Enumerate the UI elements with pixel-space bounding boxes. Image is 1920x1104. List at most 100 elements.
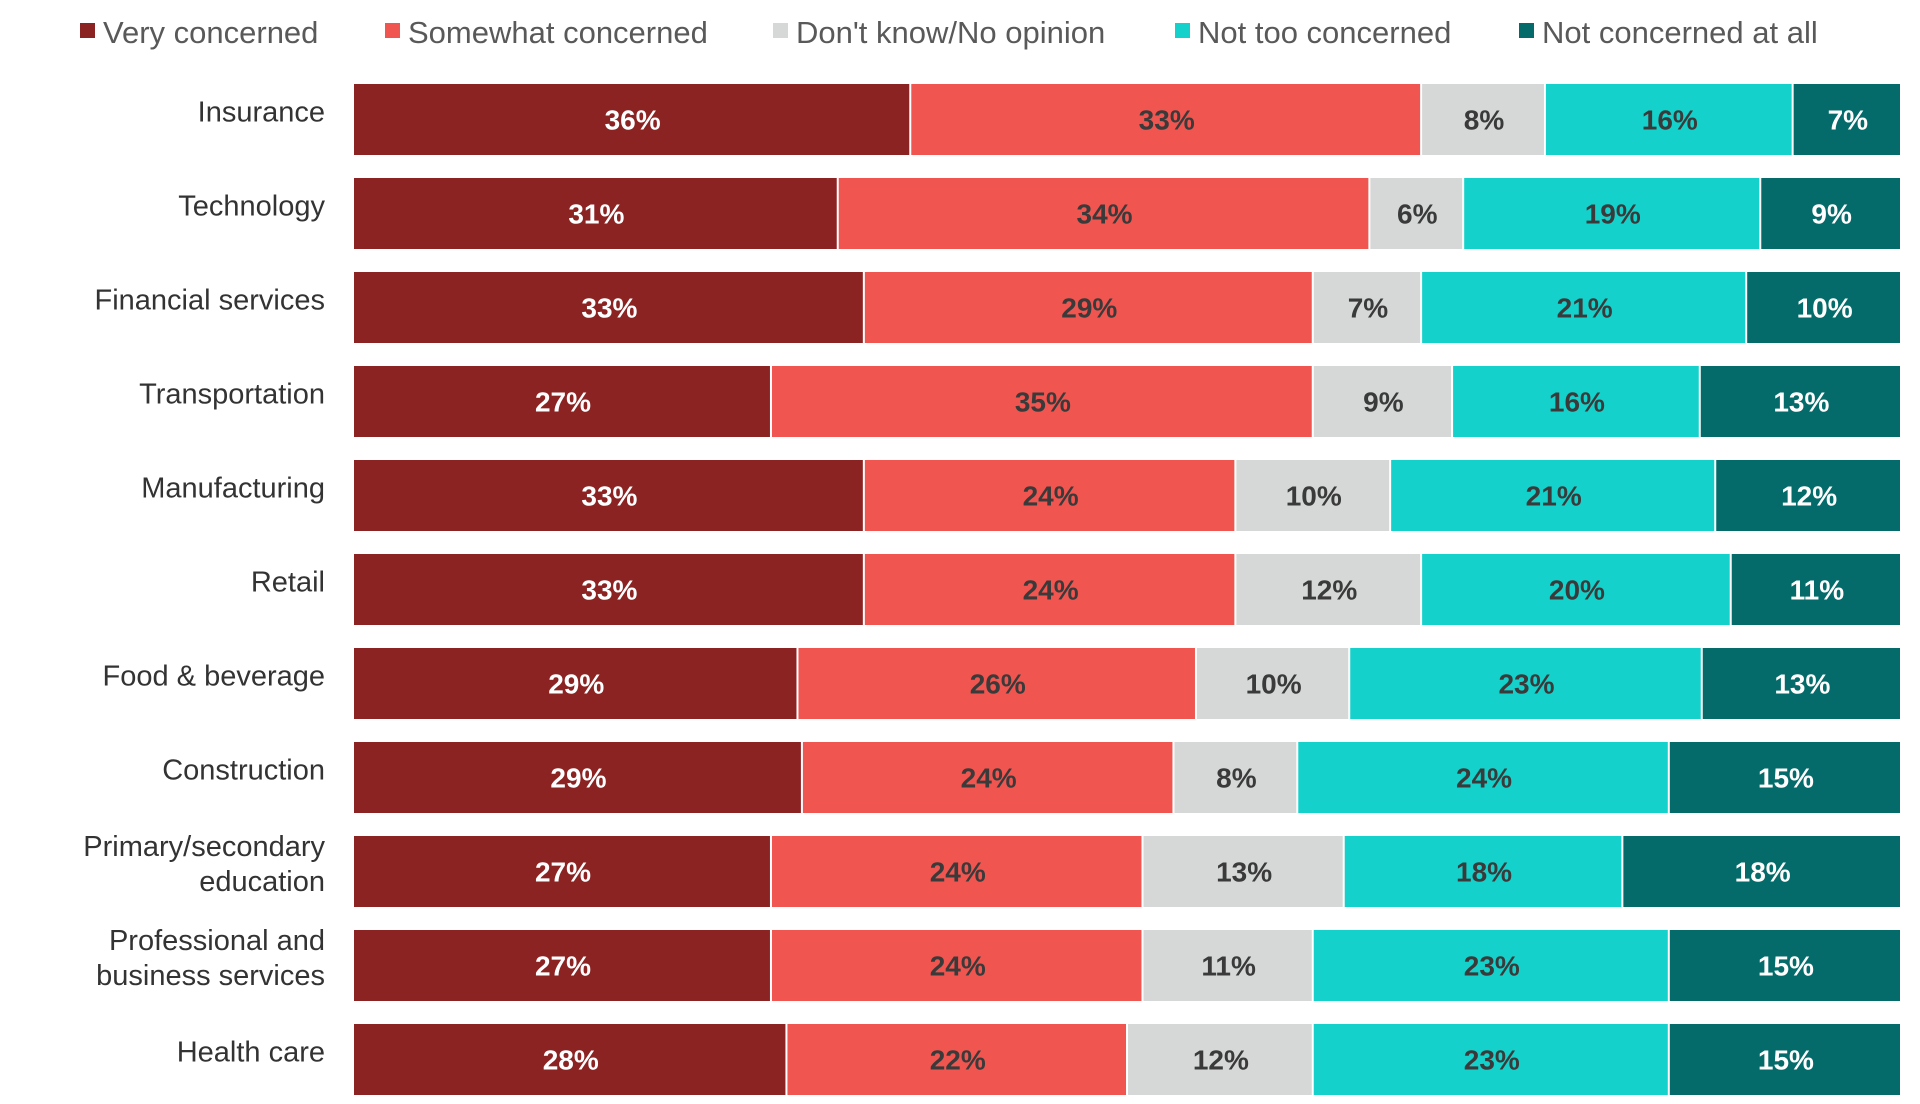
data-label-10-0: 28% xyxy=(543,1045,599,1076)
category-label-6: Food & beverage xyxy=(103,661,325,693)
bar-segment-1-1 xyxy=(838,178,1369,249)
bar-segment-5-4 xyxy=(1731,554,1900,625)
bar-segment-7-1 xyxy=(802,742,1173,813)
legend-label-0: Very concerned xyxy=(103,15,318,50)
bar-segment-9-4 xyxy=(1669,930,1900,1001)
data-label-2-2: 7% xyxy=(1348,293,1389,324)
category-label-0: Insurance xyxy=(198,97,325,129)
data-label-1-0: 31% xyxy=(568,199,624,230)
data-label-0-2: 8% xyxy=(1464,105,1505,136)
data-label-8-1: 24% xyxy=(930,857,986,888)
bar-segment-5-0 xyxy=(354,554,863,625)
data-label-1-4: 9% xyxy=(1811,199,1852,230)
bar-segment-3-0 xyxy=(354,366,770,437)
bar-segment-4-3 xyxy=(1391,460,1715,531)
bar-segment-10-1 xyxy=(787,1024,1126,1095)
bar-segment-1-4 xyxy=(1761,178,1900,249)
bar-segment-4-1 xyxy=(864,460,1235,531)
bar-segment-8-4 xyxy=(1623,836,1900,907)
legend-swatch-1 xyxy=(385,23,400,38)
bar-segment-8-3 xyxy=(1344,836,1622,907)
bar-segment-5-1 xyxy=(864,554,1235,625)
data-label-6-0: 29% xyxy=(548,669,604,700)
data-label-4-2: 10% xyxy=(1286,481,1342,512)
data-label-10-2: 12% xyxy=(1193,1045,1249,1076)
data-label-2-4: 10% xyxy=(1797,293,1853,324)
bar-segment-6-4 xyxy=(1702,648,1900,719)
data-label-1-1: 34% xyxy=(1077,199,1133,230)
data-label-7-1: 24% xyxy=(961,763,1017,794)
bar-segment-1-2 xyxy=(1370,178,1463,249)
bar-segment-10-4 xyxy=(1669,1024,1900,1095)
bar-segment-4-4 xyxy=(1716,460,1900,531)
data-label-3-0: 27% xyxy=(535,387,591,418)
data-label-0-4: 7% xyxy=(1828,105,1869,136)
bar-segment-8-0 xyxy=(354,836,770,907)
data-label-0-0: 36% xyxy=(605,105,661,136)
data-label-9-4: 15% xyxy=(1758,951,1814,982)
bar-segment-7-0 xyxy=(354,742,801,813)
bar-segment-2-2 xyxy=(1313,272,1421,343)
bar-segment-0-4 xyxy=(1793,84,1900,155)
bar-segment-6-2 xyxy=(1196,648,1349,719)
bar-segment-9-0 xyxy=(354,930,770,1001)
data-label-8-4: 18% xyxy=(1735,857,1791,888)
data-label-9-1: 24% xyxy=(930,951,986,982)
bar-segment-3-3 xyxy=(1453,366,1699,437)
data-label-7-3: 24% xyxy=(1456,763,1512,794)
data-label-2-1: 29% xyxy=(1061,293,1117,324)
data-label-4-1: 24% xyxy=(1023,481,1079,512)
legend-label-1: Somewhat concerned xyxy=(408,15,708,50)
category-label-10: Health care xyxy=(177,1037,325,1069)
data-label-8-3: 18% xyxy=(1456,857,1512,888)
bar-segment-6-1 xyxy=(798,648,1195,719)
data-label-5-3: 20% xyxy=(1549,575,1605,606)
data-label-4-0: 33% xyxy=(581,481,637,512)
bar-segment-2-3 xyxy=(1422,272,1746,343)
data-label-5-2: 12% xyxy=(1301,575,1357,606)
data-label-5-0: 33% xyxy=(581,575,637,606)
data-label-6-3: 23% xyxy=(1498,669,1554,700)
data-label-7-4: 15% xyxy=(1758,763,1814,794)
category-label-4: Manufacturing xyxy=(141,473,325,505)
bar-segment-4-2 xyxy=(1236,460,1390,531)
bar-segment-3-4 xyxy=(1700,366,1900,437)
data-label-9-3: 23% xyxy=(1464,951,1520,982)
legend-swatch-2 xyxy=(773,23,788,38)
category-label-8: Primary/secondary education xyxy=(83,831,325,898)
data-label-0-1: 33% xyxy=(1139,105,1195,136)
bar-segment-10-2 xyxy=(1128,1024,1312,1095)
legend-label-2: Don't know/No opinion xyxy=(796,15,1105,50)
data-label-3-2: 9% xyxy=(1363,387,1404,418)
data-label-7-0: 29% xyxy=(550,763,606,794)
category-label-5: Retail xyxy=(251,567,325,599)
data-label-6-2: 10% xyxy=(1246,669,1302,700)
data-label-2-3: 21% xyxy=(1557,293,1613,324)
data-label-3-3: 16% xyxy=(1549,387,1605,418)
data-label-9-0: 27% xyxy=(535,951,591,982)
bar-segment-7-4 xyxy=(1669,742,1900,813)
bar-segment-10-3 xyxy=(1313,1024,1668,1095)
bar-segment-5-3 xyxy=(1422,554,1730,625)
legend-label-4: Not concerned at all xyxy=(1542,15,1818,50)
bar-segment-2-1 xyxy=(864,272,1312,343)
data-label-4-4: 12% xyxy=(1781,481,1837,512)
data-label-8-0: 27% xyxy=(535,857,591,888)
data-label-10-1: 22% xyxy=(930,1045,986,1076)
legend-swatch-0 xyxy=(80,23,95,38)
bar-segment-7-3 xyxy=(1298,742,1668,813)
data-label-3-1: 35% xyxy=(1015,387,1071,418)
bar-segment-5-2 xyxy=(1236,554,1421,625)
data-label-8-2: 13% xyxy=(1216,857,1272,888)
bar-segment-0-0 xyxy=(354,84,910,155)
bar-segment-6-3 xyxy=(1350,648,1701,719)
bar-segment-7-2 xyxy=(1174,742,1297,813)
data-label-3-4: 13% xyxy=(1773,387,1829,418)
data-label-10-3: 23% xyxy=(1464,1045,1520,1076)
bar-segment-1-0 xyxy=(354,178,837,249)
bar-segment-2-0 xyxy=(354,272,863,343)
legend-swatch-4 xyxy=(1519,23,1534,38)
bar-segment-0-2 xyxy=(1422,84,1544,155)
data-label-7-2: 8% xyxy=(1216,763,1257,794)
